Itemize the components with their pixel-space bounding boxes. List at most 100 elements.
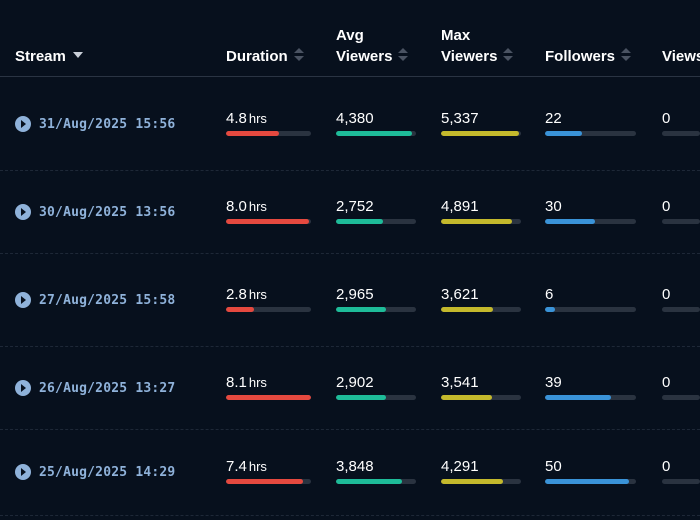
column-header-max-viewers-line1: Max	[441, 27, 471, 44]
views-bar	[662, 219, 700, 224]
avg-viewers-value: 2,752	[336, 198, 374, 215]
column-header-avg-viewers-line1: Avg	[336, 27, 364, 44]
followers-bar	[545, 131, 636, 136]
views-value: 0	[662, 374, 671, 391]
max-viewers-cell: 5,337	[441, 110, 521, 136]
stream-link[interactable]: 25/Aug/2025 14:29	[15, 463, 175, 481]
views-value: 0	[662, 458, 671, 475]
avg-viewers-bar-fill	[336, 131, 412, 136]
play-circle-icon	[15, 116, 31, 132]
max-viewers-value: 3,621	[441, 286, 479, 303]
avg-viewers-bar	[336, 307, 416, 312]
avg-viewers-value: 2,902	[336, 374, 374, 391]
max-viewers-bar-fill	[441, 131, 519, 136]
max-viewers-cell: 3,621	[441, 286, 521, 312]
play-circle-icon	[15, 380, 31, 396]
followers-value: 50	[545, 458, 562, 475]
max-viewers-value: 4,891	[441, 198, 479, 215]
followers-cell: 6	[545, 286, 636, 312]
duration-value: 4.8	[226, 110, 247, 127]
views-bar	[662, 395, 700, 400]
duration-bar-fill	[226, 131, 279, 136]
column-header-max-viewers[interactable]: Max Viewers	[441, 25, 514, 67]
max-viewers-bar	[441, 395, 521, 400]
followers-value: 39	[545, 374, 562, 391]
followers-value: 22	[545, 110, 562, 127]
avg-viewers-value: 4,380	[336, 110, 374, 127]
max-viewers-cell: 4,291	[441, 458, 521, 484]
duration-cell: 8.0 hrs	[226, 198, 311, 224]
duration-cell: 2.8 hrs	[226, 286, 311, 312]
column-header-followers[interactable]: Followers	[545, 46, 632, 67]
followers-bar	[545, 219, 636, 224]
followers-bar	[545, 479, 636, 484]
stream-link[interactable]: 26/Aug/2025 13:27	[15, 379, 175, 397]
duration-bar-fill	[226, 307, 255, 312]
avg-viewers-bar-fill	[336, 395, 386, 400]
column-header-followers-label: Followers	[545, 48, 616, 65]
duration-cell: 7.4 hrs	[226, 458, 311, 484]
hours-unit: hrs	[248, 199, 267, 214]
max-viewers-bar	[441, 479, 521, 484]
avg-viewers-bar-fill	[336, 219, 384, 224]
views-value: 0	[662, 198, 671, 215]
avg-viewers-cell: 2,752	[336, 198, 416, 224]
column-header-avg-viewers[interactable]: Avg Viewers	[336, 25, 409, 67]
sort-icon	[398, 48, 409, 62]
column-header-duration[interactable]: Duration	[226, 46, 304, 67]
max-viewers-value: 4,291	[441, 458, 479, 475]
followers-cell: 30	[545, 198, 636, 224]
max-viewers-cell: 3,541	[441, 374, 521, 400]
duration-bar	[226, 479, 311, 484]
followers-bar-fill	[545, 219, 596, 224]
sort-icon	[503, 48, 514, 62]
avg-viewers-value: 3,848	[336, 458, 374, 475]
duration-value: 7.4	[226, 458, 247, 475]
followers-value: 30	[545, 198, 562, 215]
avg-viewers-bar	[336, 219, 416, 224]
table-row: 25/Aug/2025 14:29 7.4 hrs 3,848 4,291 50 0	[0, 429, 700, 516]
table-row: 30/Aug/2025 13:56 8.0 hrs 2,752 4,891 30 0	[0, 170, 700, 254]
avg-viewers-bar-fill	[336, 307, 387, 312]
avg-viewers-bar-fill	[336, 479, 402, 484]
duration-bar	[226, 395, 311, 400]
max-viewers-bar-fill	[441, 479, 504, 484]
duration-bar	[226, 219, 311, 224]
sort-descending-icon	[72, 52, 83, 58]
stream-date: 27/Aug/2025 15:58	[39, 292, 176, 308]
play-circle-icon	[15, 204, 31, 220]
table-header: Stream Duration Avg Viewers Max Viewers …	[0, 0, 700, 77]
avg-viewers-value: 2,965	[336, 286, 374, 303]
sort-icon	[293, 48, 304, 62]
stream-link[interactable]: 31/Aug/2025 15:56	[15, 115, 175, 133]
stream-date: 30/Aug/2025 13:56	[39, 204, 176, 220]
column-header-views[interactable]: Views	[662, 46, 700, 67]
views-bar	[662, 307, 700, 312]
duration-value: 8.0	[226, 198, 247, 215]
duration-cell: 4.8 hrs	[226, 110, 311, 136]
stream-link[interactable]: 27/Aug/2025 15:58	[15, 291, 175, 309]
hours-unit: hrs	[248, 287, 267, 302]
column-header-max-viewers-line2: Viewers	[441, 48, 498, 65]
hours-unit: hrs	[248, 375, 267, 390]
duration-bar-fill	[226, 479, 303, 484]
hours-unit: hrs	[248, 111, 267, 126]
avg-viewers-bar	[336, 479, 416, 484]
column-header-stream[interactable]: Stream	[15, 46, 83, 67]
max-viewers-bar	[441, 131, 521, 136]
max-viewers-cell: 4,891	[441, 198, 521, 224]
views-value: 0	[662, 286, 671, 303]
duration-cell: 8.1 hrs	[226, 374, 311, 400]
max-viewers-bar	[441, 307, 521, 312]
table-row: 26/Aug/2025 13:27 8.1 hrs 2,902 3,541 39 0	[0, 346, 700, 430]
followers-bar	[545, 307, 636, 312]
table-row: 27/Aug/2025 15:58 2.8 hrs 2,965 3,621 6 0	[0, 253, 700, 347]
stream-date: 26/Aug/2025 13:27	[39, 380, 176, 396]
max-viewers-bar	[441, 219, 521, 224]
play-circle-icon	[15, 464, 31, 480]
sort-icon	[621, 48, 632, 62]
column-header-stream-label: Stream	[15, 48, 66, 65]
stream-link[interactable]: 30/Aug/2025 13:56	[15, 203, 175, 221]
avg-viewers-bar	[336, 395, 416, 400]
